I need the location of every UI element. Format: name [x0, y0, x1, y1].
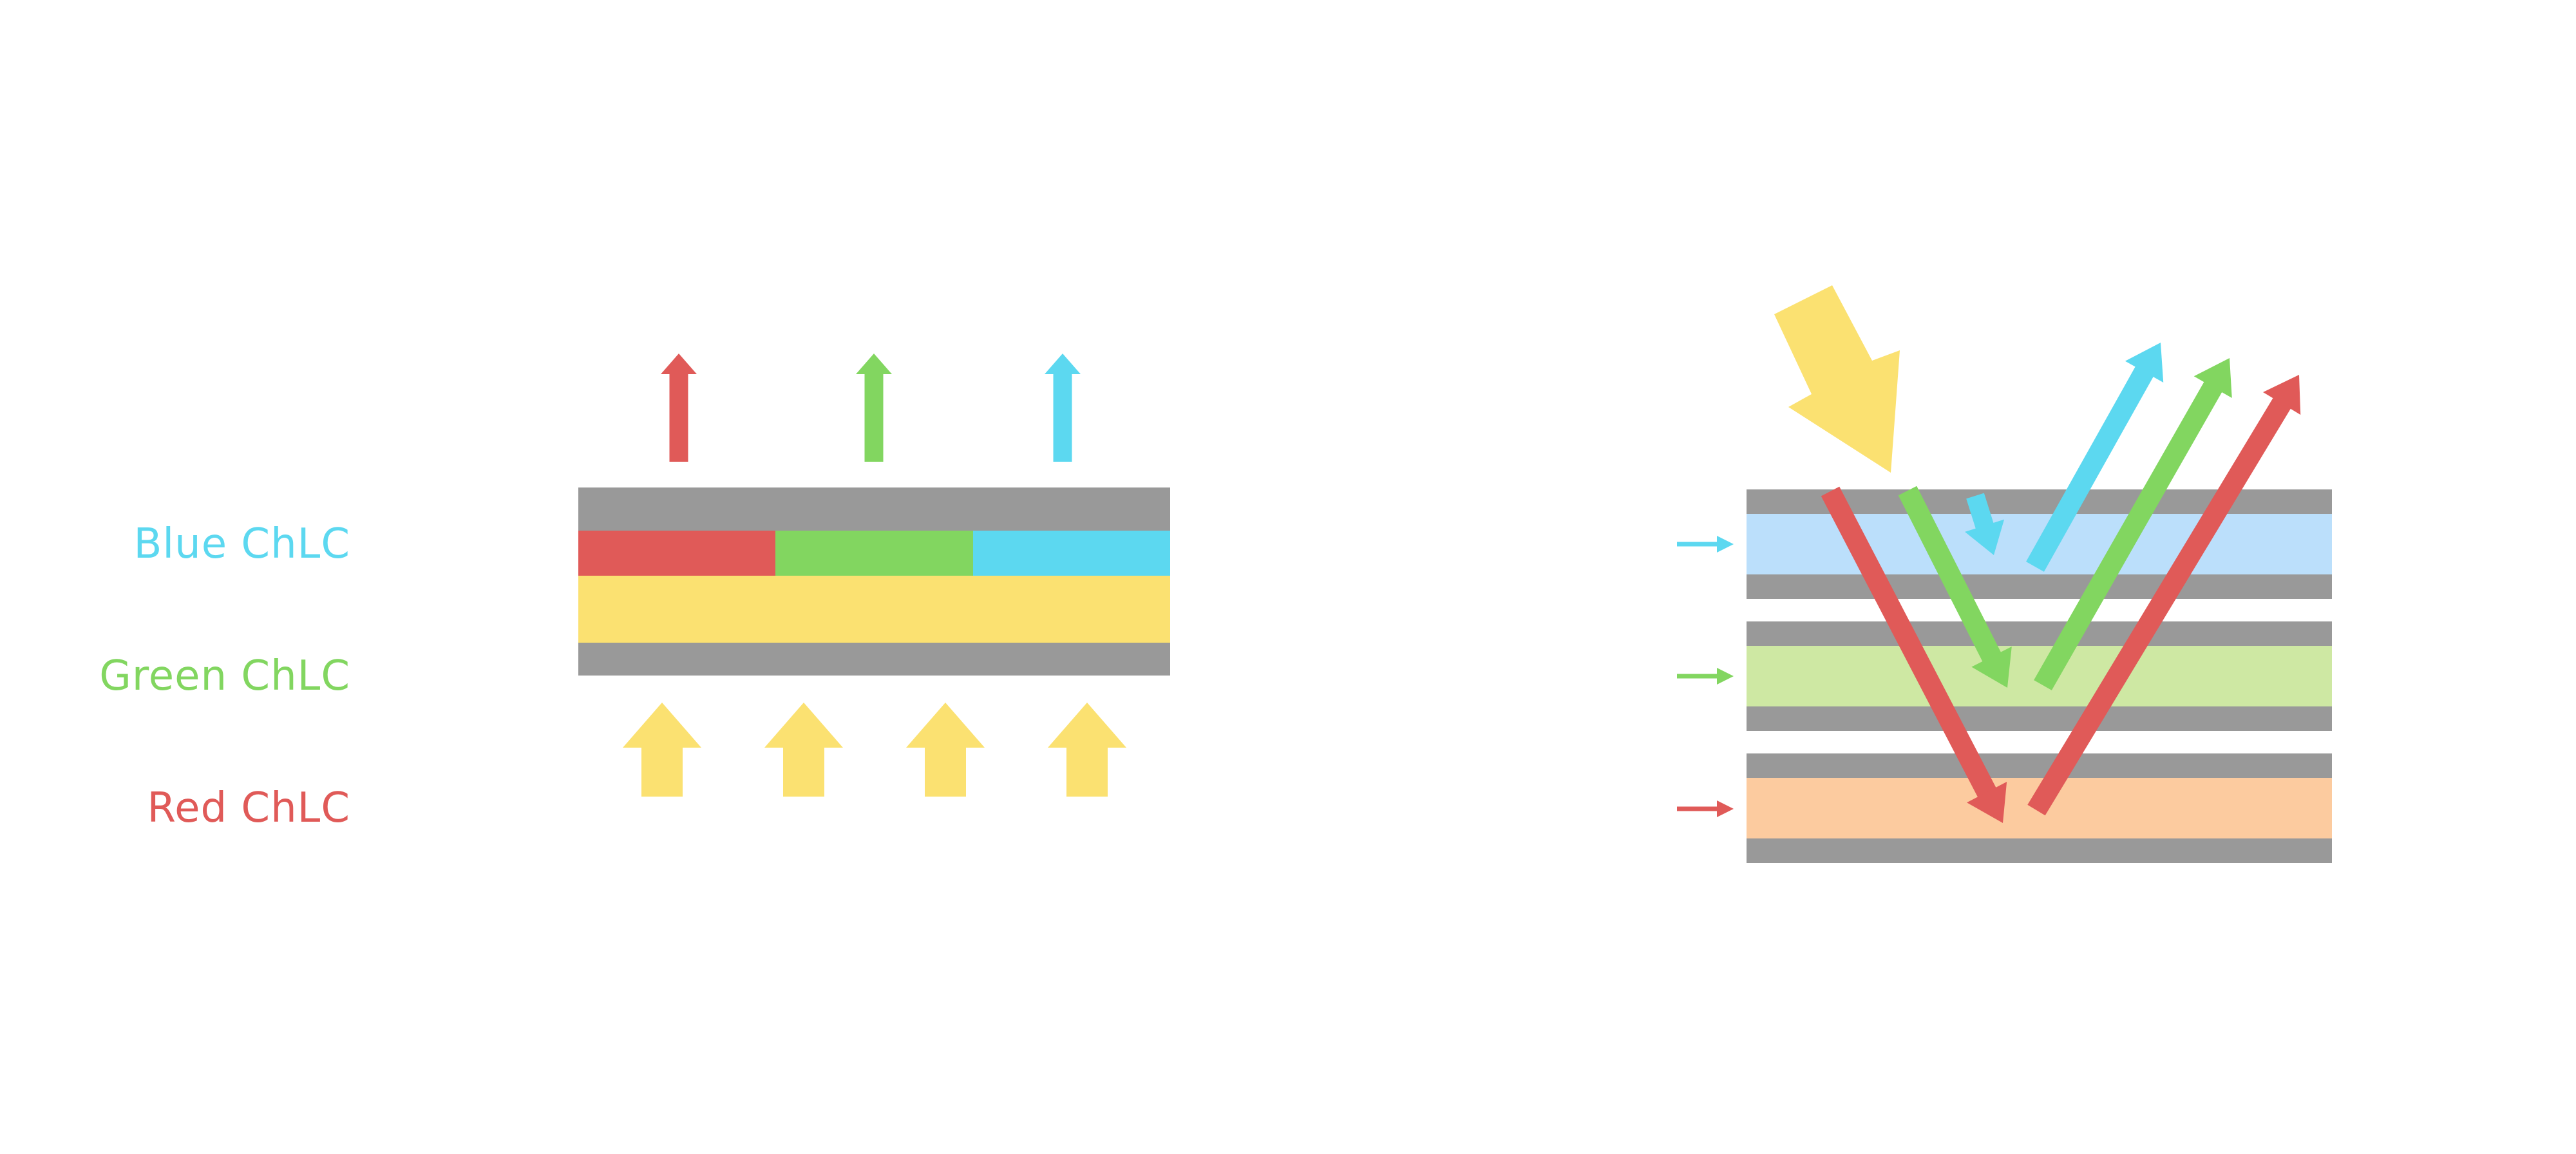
stack-bar-5	[1747, 753, 2332, 778]
incident-light-arrow	[1774, 285, 1900, 473]
blue-label-arrow	[1677, 536, 1734, 553]
backlight-arrow-2	[764, 703, 843, 797]
backlight-arrow-1	[623, 703, 701, 797]
blue-pixel-segment	[973, 531, 1170, 576]
red-label-arrow	[1677, 800, 1734, 817]
green-emitted-light-arrow	[856, 354, 892, 462]
backlight-arrow-3	[906, 703, 985, 797]
red-transmitted-down-arrow	[1821, 486, 2007, 823]
blue-chlc-label: Blue ChLC	[133, 520, 350, 568]
stack-bar-3	[1747, 621, 2332, 646]
backlight-layer	[578, 576, 1170, 643]
stack-bar-6	[1747, 838, 2332, 863]
red-chlc-label: Red ChLC	[147, 784, 350, 832]
blue-transmitted-down-arrow	[1965, 493, 2005, 555]
blue-emitted-light-arrow	[1045, 354, 1081, 462]
stack-bar-2	[1747, 574, 2332, 599]
blue-reflected-up-arrow	[2026, 343, 2164, 572]
green-transmitted-down-arrow	[1898, 486, 2012, 688]
backlight-arrow-4	[1048, 703, 1126, 797]
stack-bar-4	[1747, 706, 2332, 731]
green-chlc-label: Green ChLC	[99, 652, 350, 700]
left-panel-top-substrate-bar	[578, 487, 1170, 531]
red-emitted-light-arrow	[661, 354, 697, 462]
red-pixel-segment	[578, 531, 775, 576]
green-reflected-up-arrow	[2034, 358, 2232, 690]
red-reflected-up-arrow	[2027, 375, 2301, 816]
left-panel-bottom-substrate-bar	[578, 643, 1170, 676]
green-pixel-segment	[775, 531, 973, 576]
green-label-arrow	[1677, 668, 1734, 685]
